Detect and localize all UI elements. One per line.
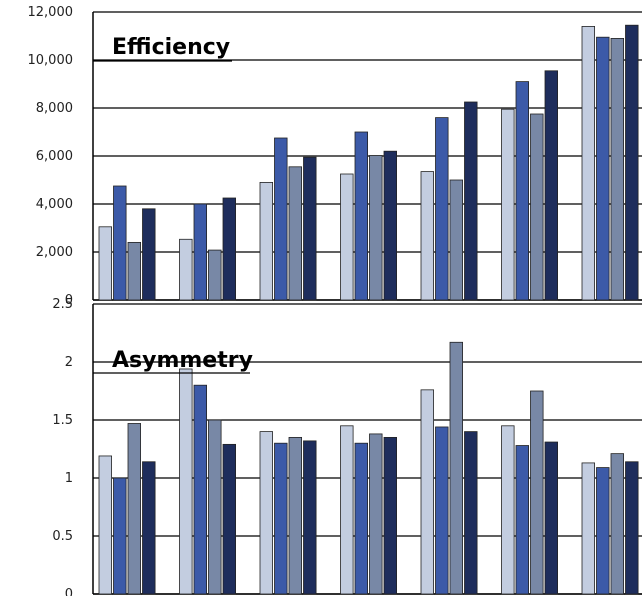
- bar: [383, 150, 398, 301]
- y-tick-label: 2: [65, 355, 73, 370]
- bar: [581, 25, 596, 301]
- bar: [259, 181, 274, 301]
- y-tick-label: 4,000: [36, 197, 73, 212]
- bar: [596, 467, 610, 595]
- bar: [435, 426, 449, 595]
- bar: [113, 185, 127, 301]
- bar: [303, 156, 317, 301]
- bar: [127, 241, 142, 301]
- bar: [259, 431, 274, 595]
- bar: [179, 238, 193, 301]
- bar: [501, 425, 515, 595]
- y-tick-label: 6,000: [36, 149, 73, 164]
- bar: [193, 384, 208, 595]
- bar: [383, 436, 398, 595]
- bar: [515, 445, 530, 595]
- bar: [208, 419, 222, 595]
- bar: [288, 166, 303, 301]
- y-tick-label: 0: [65, 293, 73, 308]
- bar: [530, 113, 544, 301]
- bar: [515, 81, 530, 301]
- bar: [596, 36, 610, 301]
- bar: [369, 155, 383, 301]
- panel-title: Efficiency: [112, 35, 230, 60]
- bar: [544, 70, 559, 301]
- bar: [625, 24, 639, 301]
- y-tick-label: 10,000: [28, 53, 74, 68]
- bar: [193, 203, 208, 301]
- y-tick-label: 1.5: [52, 413, 73, 428]
- bar: [274, 137, 288, 301]
- bar: [179, 368, 193, 595]
- bar: [340, 425, 354, 595]
- asymmetry-panel: 0 0.5 1 1.5 2 2.5 Asymmetry: [52, 297, 642, 596]
- bar: [222, 197, 237, 301]
- bar: [420, 389, 435, 595]
- y-tick-label: 2.5: [52, 297, 73, 312]
- bar: [369, 433, 383, 595]
- bar: [354, 442, 369, 595]
- bar: [303, 440, 317, 595]
- bar: [98, 455, 113, 595]
- y-tick-label: 0: [65, 587, 73, 596]
- bar: [610, 38, 625, 301]
- bar: [142, 461, 156, 595]
- bar: [544, 441, 559, 595]
- bar: [449, 179, 464, 301]
- panel-title: Asymmetry: [112, 348, 253, 373]
- bar: [464, 101, 478, 301]
- bar: [288, 436, 303, 595]
- y-tick-label: 12,000: [28, 5, 74, 20]
- bar: [113, 477, 127, 595]
- y-tick-label: 2,000: [36, 245, 73, 260]
- bar: [625, 461, 639, 595]
- bar: [610, 453, 625, 595]
- y-tick-label: 0.5: [52, 529, 73, 544]
- bar: [142, 208, 156, 301]
- bar: [581, 462, 596, 595]
- bar: [420, 171, 435, 301]
- bar: [340, 173, 354, 301]
- y-tick-label: 8,000: [36, 101, 73, 116]
- bar: [222, 443, 237, 595]
- bar: [501, 108, 515, 301]
- bar: [354, 131, 369, 301]
- bar: [435, 117, 449, 301]
- bar: [274, 442, 288, 595]
- bar: [208, 249, 222, 301]
- bar: [127, 423, 142, 595]
- y-tick-label: 1: [65, 471, 73, 486]
- efficiency-panel: 0 2,000 4,000 6,000 8,000 10,000 12,000 Efficie…: [28, 5, 642, 308]
- bar: [464, 431, 478, 595]
- bar: [530, 390, 544, 595]
- bar: [449, 341, 464, 595]
- bar: [98, 226, 113, 301]
